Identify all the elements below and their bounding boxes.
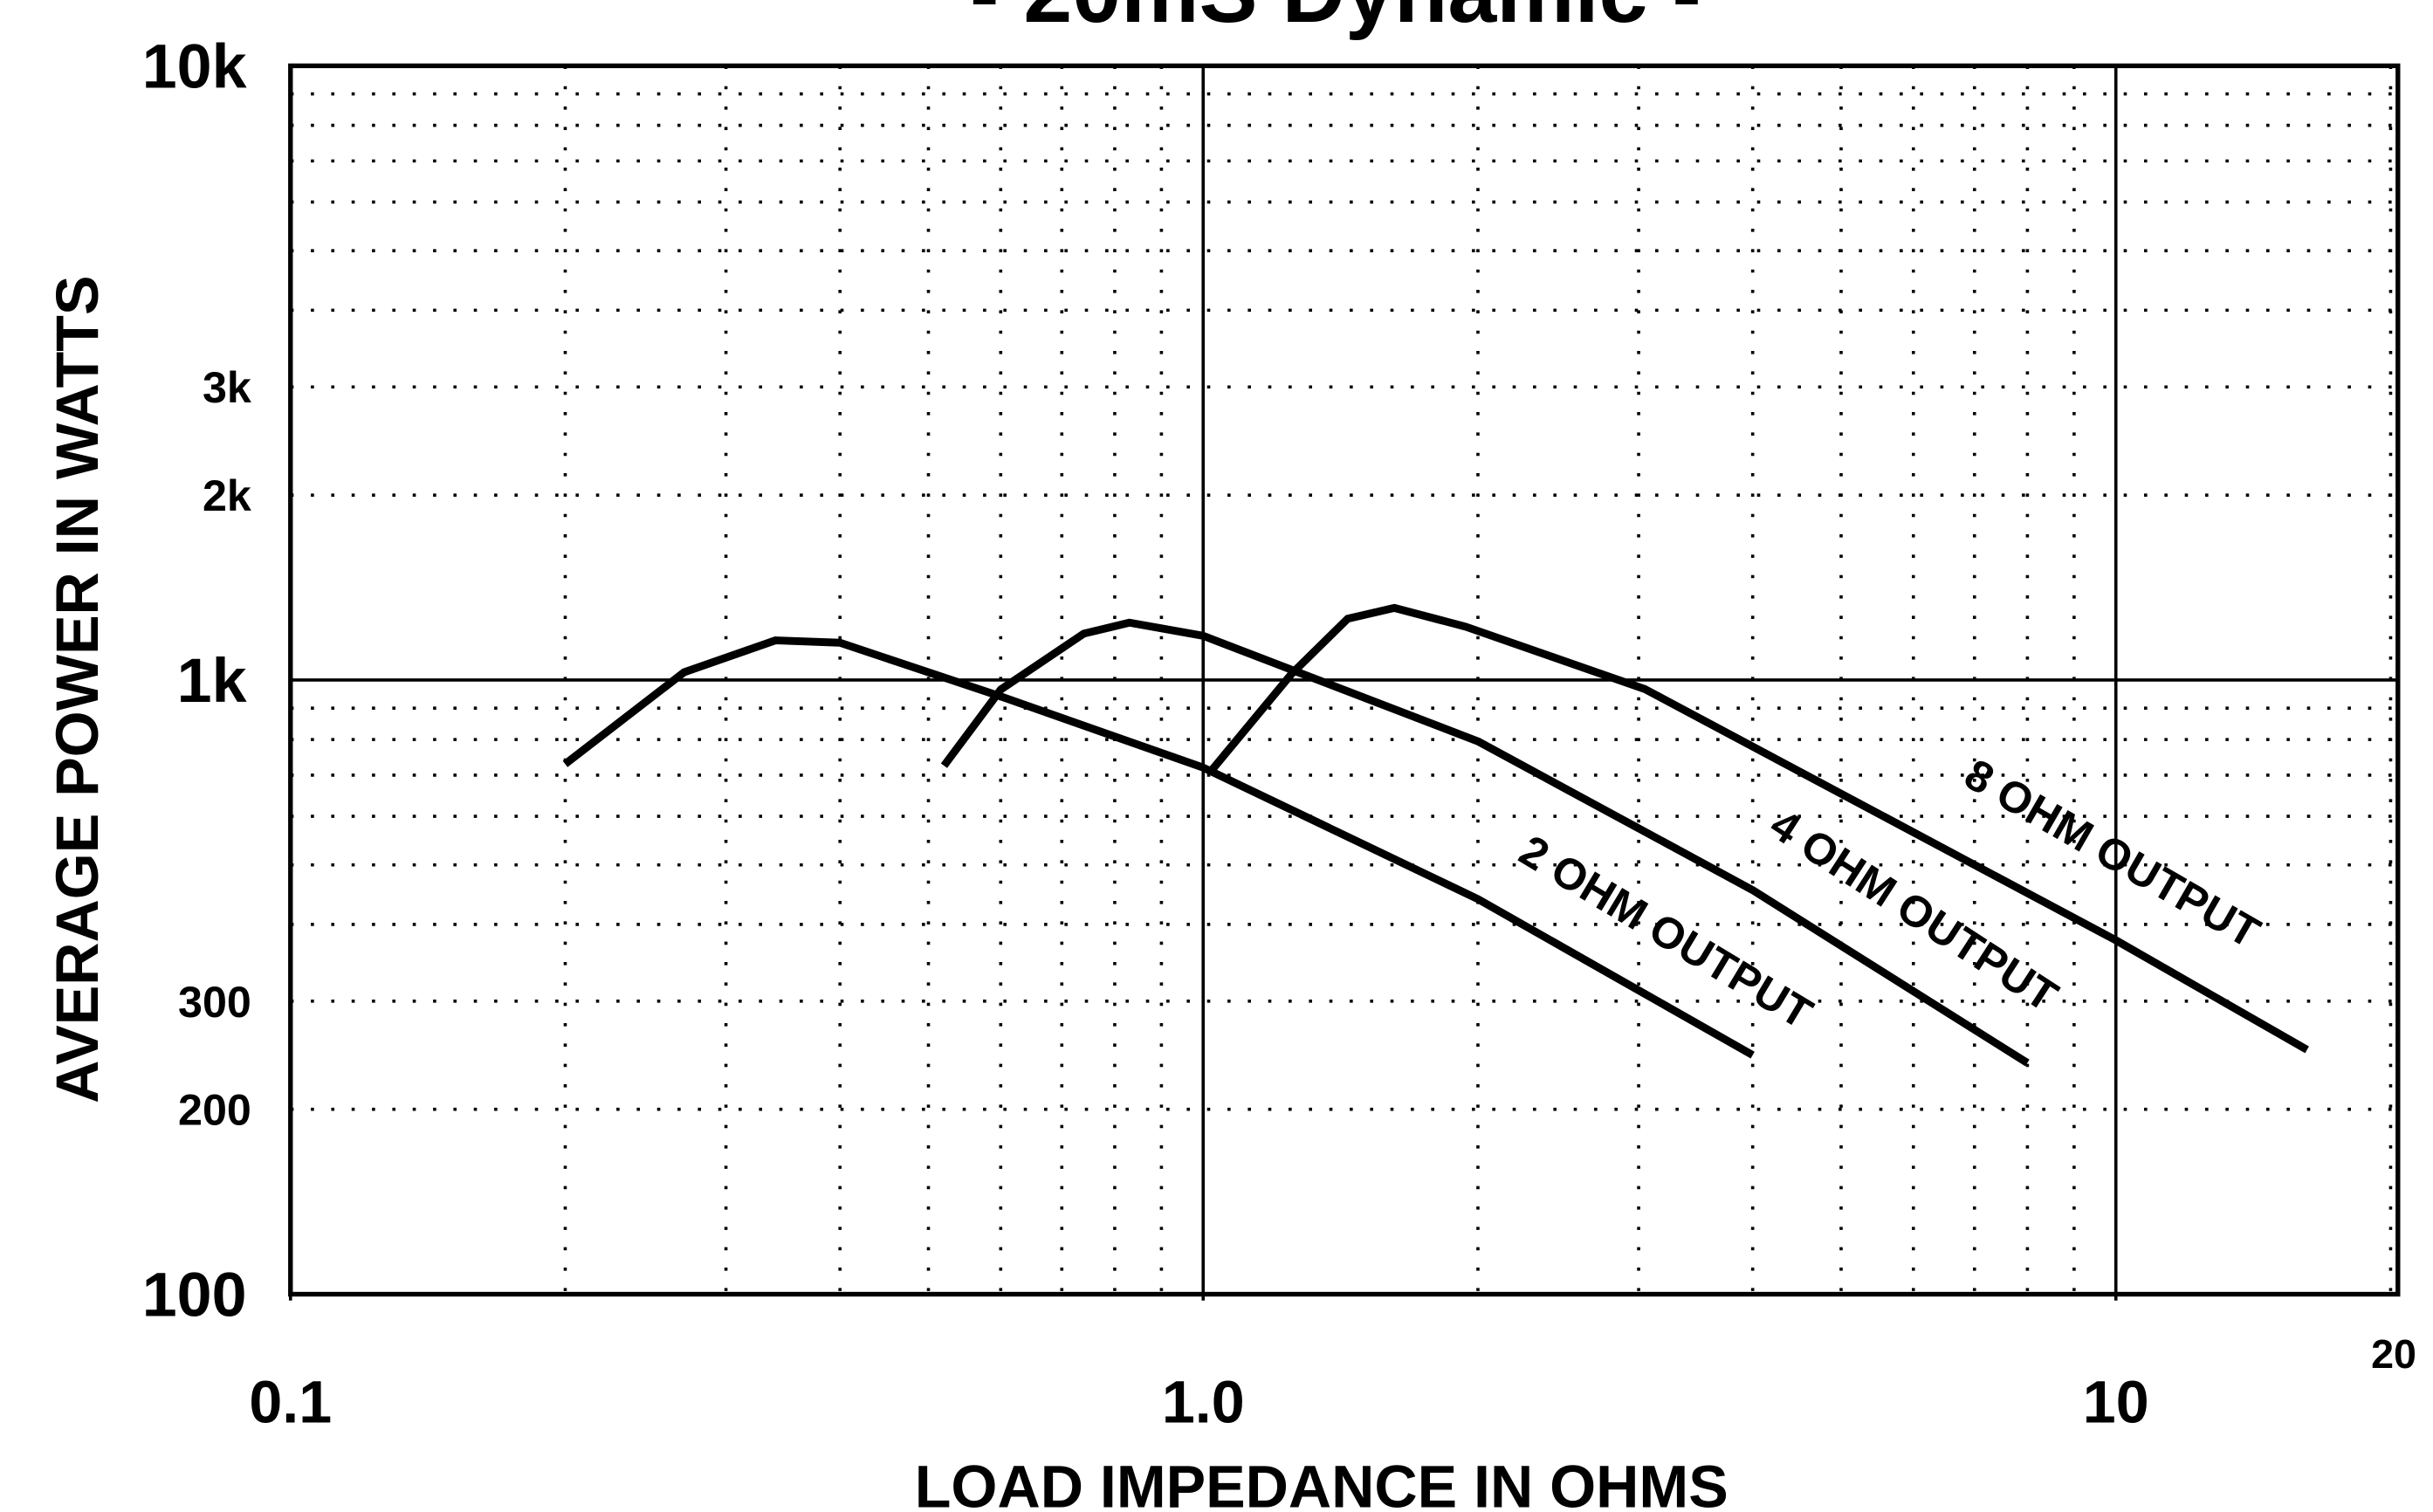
chart-title: - 20mS Dynamic -	[970, 0, 1701, 41]
y-tick-label: 100	[142, 1261, 247, 1330]
y-tick-label: 200	[178, 1086, 251, 1135]
y-tick-label: 10k	[142, 32, 247, 102]
series-label: 8 OHM OUTPUT	[1956, 750, 2268, 958]
x-tick-label: 0.1	[249, 1370, 332, 1436]
y-tick-label: 2k	[203, 471, 251, 520]
y-tick-label: 1k	[177, 646, 247, 716]
series-line	[940, 618, 2030, 1067]
x-tick-label: 1.0	[1162, 1370, 1245, 1436]
series-line	[1207, 603, 2309, 1054]
x-axis-label: LOAD IMPEDANCE IN OHMS	[915, 1454, 1729, 1512]
plot-frame	[288, 63, 2401, 1297]
y-axis-label: AVERAGE POWER IN WATTS	[45, 276, 111, 1103]
y-tick-label: 300	[178, 978, 251, 1027]
x-tick-label: 10	[2083, 1370, 2149, 1436]
series-line	[562, 636, 1755, 1059]
x-tick-label: 20	[2371, 1331, 2416, 1377]
y-tick-label: 3k	[203, 363, 251, 412]
